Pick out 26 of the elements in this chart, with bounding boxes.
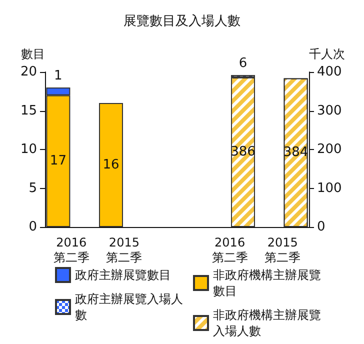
y2-tick-label: 300	[317, 103, 342, 118]
y-tick-label: 10	[20, 142, 37, 157]
data-label: 1	[54, 68, 62, 84]
x-tick-label: 2015 第二季	[264, 236, 301, 264]
y-tick-label: 20	[20, 64, 37, 80]
bar	[99, 103, 123, 227]
x-tick-label: 2016 第二季	[212, 236, 248, 264]
x-tick-label: 2016 第二季	[53, 236, 90, 264]
y-tick-label: 15	[20, 103, 37, 118]
y-axis-title: 數目	[21, 47, 45, 61]
y2-tick-label: 100	[317, 180, 342, 196]
y2-tick-label: 0	[317, 220, 326, 234]
legend-label: 政府主辦展覽入場人數	[75, 292, 183, 322]
legend-label: 非政府機構主辦展覽數目	[213, 268, 321, 298]
chart-title: 展覽數目及入場人數	[124, 14, 240, 29]
y-tick-label: 0	[28, 220, 37, 234]
legend-label: 政府主辦展覽數目	[75, 268, 171, 282]
data-label: 17	[50, 154, 66, 169]
y-tick-label: 5	[28, 180, 37, 196]
x-tick-label: 2015 第二季	[106, 236, 142, 264]
data-label: 16	[102, 158, 120, 172]
y2-tick-label: 200	[317, 142, 342, 157]
y2-tick-label: 400	[317, 64, 342, 80]
data-label: 6	[238, 56, 248, 72]
legend-label: 非政府機構主辦展覽入場人數	[213, 308, 321, 338]
y2-axis-title: 千人次	[309, 47, 345, 61]
